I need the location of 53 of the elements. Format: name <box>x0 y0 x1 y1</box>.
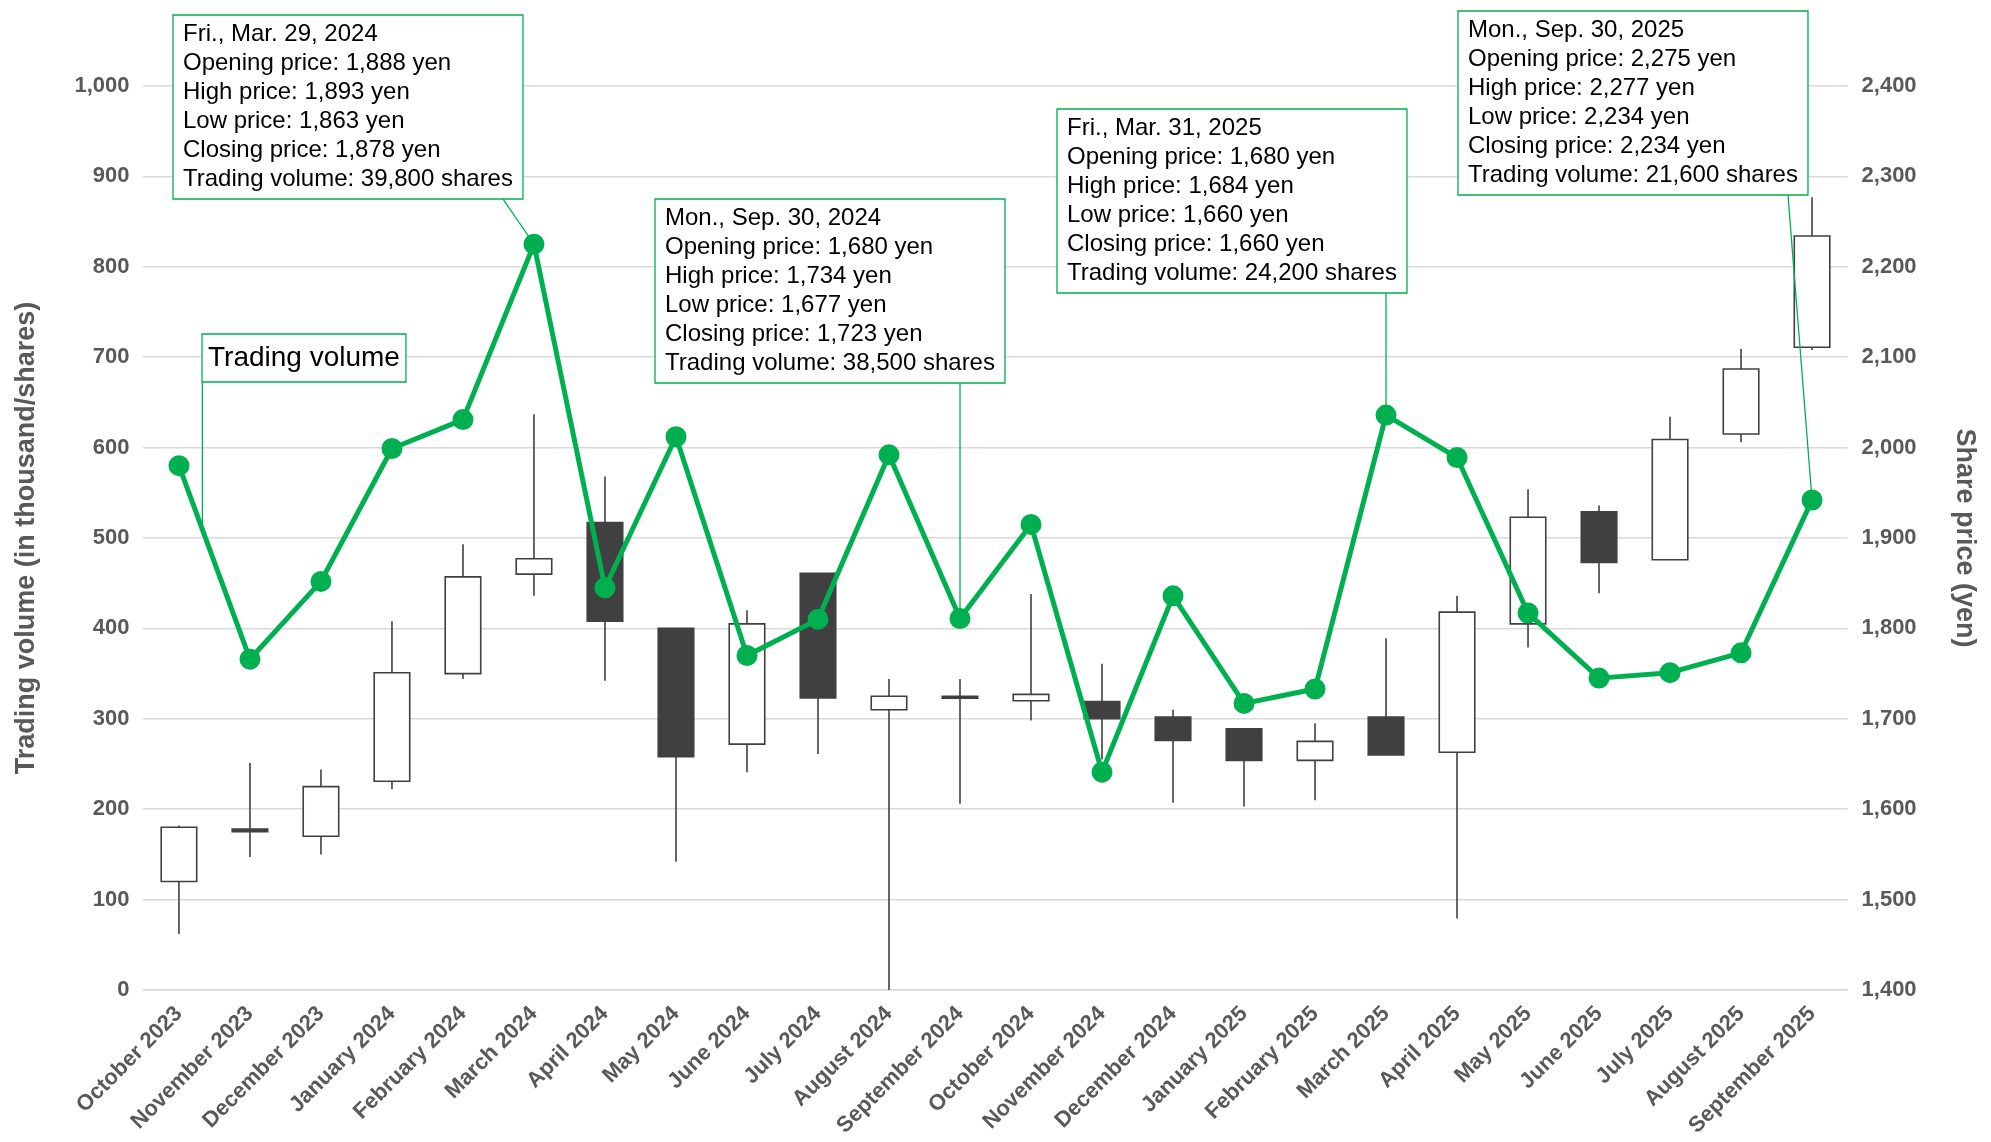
text: Trading volume <box>208 340 400 372</box>
y2-tick-label: 2,000 <box>1861 433 1917 459</box>
y2-tick-label: 1,700 <box>1861 704 1917 730</box>
y-tick-label: 300 <box>92 704 130 730</box>
point <box>878 444 900 466</box>
y-tick-label: 200 <box>92 795 130 821</box>
point <box>807 608 829 630</box>
point <box>310 570 332 592</box>
y2-tick-label: 2,300 <box>1861 162 1917 188</box>
point <box>1730 642 1752 664</box>
y-tick-label: 500 <box>92 524 130 550</box>
y2-axis-title: Share price (yen) <box>1951 428 1982 648</box>
y-axis-title: Trading volume (in thousand/shares) <box>9 301 40 775</box>
annotation: Fri., Mar. 29, 2024 Opening price: 1,888 yen High price: 1,893 yen Low price: 1,863 yen Closing price: 1,878 yen Trading volume: 39,800 shares <box>183 19 513 192</box>
y-tick-label: 900 <box>92 162 130 188</box>
y2-tick-label: 1,800 <box>1861 614 1917 640</box>
y-tick-label: 1,000 <box>74 72 130 98</box>
y2-tick-label: 1,500 <box>1861 885 1917 911</box>
y2-tick-label: 1,600 <box>1861 795 1917 821</box>
y2-tick-label: 2,200 <box>1861 252 1917 278</box>
point <box>1375 404 1397 426</box>
point <box>1588 667 1610 689</box>
point <box>1517 602 1539 624</box>
point <box>1162 585 1184 607</box>
y-tick-label: 0 <box>117 976 130 1002</box>
point <box>1659 662 1681 684</box>
y2-tick-label: 2,100 <box>1861 343 1917 369</box>
point <box>1304 678 1326 700</box>
point <box>1020 513 1042 535</box>
point <box>168 455 190 477</box>
point <box>736 645 758 667</box>
y-tick-label: 400 <box>92 614 130 640</box>
point <box>665 426 687 448</box>
y2-tick-label: 1,400 <box>1861 976 1917 1002</box>
y2-tick-label: 2,400 <box>1861 72 1917 98</box>
annotation: Fri., Mar. 31, 2025 Opening price: 1,680 yen High price: 1,684 yen Low price: 1,660 yen Closing price: 1,660 yen Trading volume: 24,200 shares <box>1067 113 1397 286</box>
point <box>452 409 474 431</box>
point <box>523 233 545 255</box>
point <box>1446 447 1468 469</box>
annotation: Mon., Sep. 30, 2024 Opening price: 1,680 yen High price: 1,734 yen Low price: 1,677 yen Closing price: 1,723 yen Trading volume: 38,500 shares <box>665 203 995 376</box>
point <box>949 607 971 629</box>
y-tick-label: 800 <box>92 252 130 278</box>
point <box>594 577 616 599</box>
point <box>381 438 403 459</box>
point <box>1233 692 1255 714</box>
point <box>1091 761 1113 783</box>
point <box>1801 489 1823 511</box>
y-tick-label: 700 <box>92 343 130 369</box>
y-tick-label: 100 <box>92 885 130 911</box>
point <box>239 648 261 670</box>
y-tick-label: 600 <box>92 433 130 459</box>
annotation: Mon., Sep. 30, 2025 Opening price: 2,275 yen High price: 2,277 yen Low price: 2,234 yen Closing price: 2,234 yen Trading volume: 21,600 shares <box>1468 15 1798 188</box>
y2-tick-label: 1,900 <box>1861 524 1917 550</box>
